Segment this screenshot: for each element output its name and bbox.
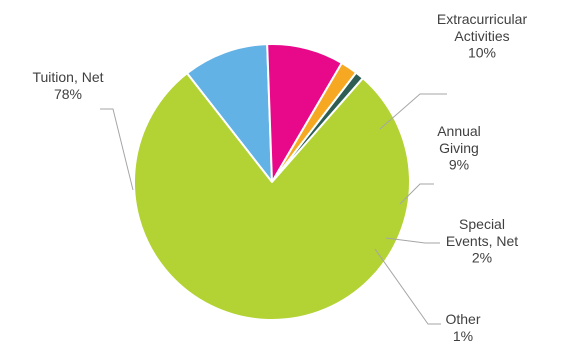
leader-line-tuition-net — [100, 108, 134, 191]
pie-slice-extracurricular-activities — [186, 43, 273, 183]
leader-line-special-events-net — [385, 237, 440, 244]
leader-line-extracurricular-activities — [379, 93, 447, 130]
leader-lines — [100, 93, 447, 325]
data-label-extracurricular-activities: Extracurricular Activities 10% — [437, 11, 528, 61]
leader-line-annual-giving — [399, 183, 434, 205]
data-label-special-events-net: Special Events, Net 2% — [446, 216, 518, 266]
data-labels: Tuition, Net 78% Extracurricular Activities… — [32, 11, 527, 344]
data-label-other: Other 1% — [445, 311, 480, 344]
data-label-annual-giving: Annual Giving 9% — [437, 123, 481, 173]
pie-slices — [132, 43, 411, 321]
pie-slice-tuition-net — [132, 72, 411, 321]
leader-line-other — [374, 248, 441, 325]
data-label-tuition-net: Tuition, Net 78% — [32, 69, 103, 102]
